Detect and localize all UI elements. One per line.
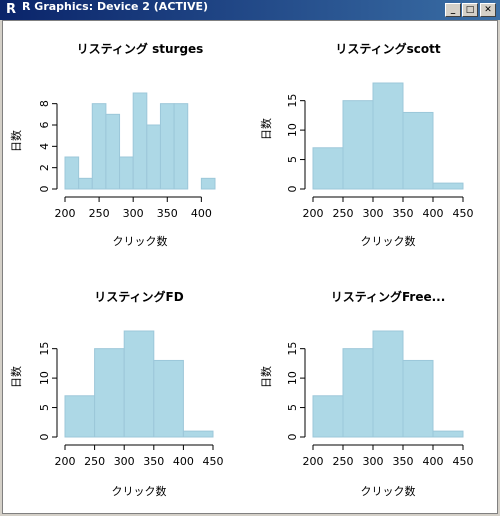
y-axis-label: 日数 bbox=[10, 130, 23, 152]
y-tick-label: 0 bbox=[286, 434, 299, 441]
x-axis-label: クリック数 bbox=[361, 235, 416, 248]
chart-title: リスティングscott bbox=[335, 41, 441, 56]
x-tick-label: 450 bbox=[453, 207, 474, 220]
x-tick-label: 350 bbox=[157, 207, 178, 220]
y-tick-label: 0 bbox=[38, 434, 51, 441]
x-tick-label: 200 bbox=[55, 207, 76, 220]
histogram-bar bbox=[105, 113, 121, 190]
histogram-bar bbox=[159, 103, 175, 190]
y-tick-label: 15 bbox=[286, 342, 299, 356]
x-tick-label: 400 bbox=[191, 207, 212, 220]
histogram-bar bbox=[119, 156, 134, 190]
histogram-bar bbox=[64, 395, 96, 438]
window-title: R Graphics: Device 2 (ACTIVE) bbox=[22, 0, 209, 13]
x-tick-label: 200 bbox=[303, 455, 324, 468]
y-axis-label: 日数 bbox=[260, 366, 273, 388]
y-tick-label: 4 bbox=[38, 143, 51, 150]
histogram-bar bbox=[372, 82, 404, 190]
y-axis-label: 日数 bbox=[260, 118, 273, 140]
x-tick-label: 400 bbox=[423, 207, 444, 220]
histogram-bar bbox=[312, 147, 344, 190]
plot-area: リスティング sturges 200 250 300 350 400 0 2 4 6 8 クリック数日… bbox=[2, 20, 498, 514]
histogram-panel-2: リスティングscott 200 250 300 350 400 450 0 5 10 15 クリック数… bbox=[260, 41, 474, 248]
minimize-button[interactable]: _ bbox=[445, 3, 461, 17]
x-tick-label: 250 bbox=[333, 207, 354, 220]
x-tick-label: 400 bbox=[173, 455, 194, 468]
x-tick-label: 250 bbox=[89, 207, 110, 220]
x-tick-label: 350 bbox=[393, 207, 414, 220]
histogram-bar bbox=[146, 124, 161, 190]
y-tick-label: 8 bbox=[38, 100, 51, 107]
histogram-bar bbox=[123, 330, 155, 438]
histogram-bar bbox=[342, 348, 374, 438]
histogram-bar bbox=[372, 330, 404, 438]
y-tick-label: 5 bbox=[38, 404, 51, 411]
histogram-bar bbox=[182, 430, 214, 438]
x-tick-label: 250 bbox=[333, 455, 354, 468]
y-axis-label: 日数 bbox=[10, 366, 23, 388]
histogram-panel-4: リスティングFree... 200 250 300 350 400 450 0 5 10 15 クリッ… bbox=[260, 289, 474, 498]
x-axis-label: クリック数 bbox=[361, 485, 416, 498]
y-tick-label: 6 bbox=[38, 122, 51, 129]
x-tick-label: 400 bbox=[423, 455, 444, 468]
y-tick-label: 0 bbox=[38, 186, 51, 193]
x-tick-label: 250 bbox=[84, 455, 105, 468]
y-tick-label: 10 bbox=[286, 123, 299, 137]
x-tick-label: 300 bbox=[123, 207, 144, 220]
x-axis-label: クリック数 bbox=[112, 485, 167, 498]
x-tick-label: 200 bbox=[55, 455, 76, 468]
x-tick-label: 300 bbox=[114, 455, 135, 468]
histogram-bar bbox=[402, 111, 434, 190]
chart-title: リスティング sturges bbox=[77, 41, 204, 56]
r-logo-icon: R bbox=[5, 2, 16, 17]
histogram-bar bbox=[91, 103, 107, 190]
histogram-panel-3: リスティングFD 200 250 300 350 400 450 0 5 10 15 クリック数 日数 bbox=[10, 289, 224, 498]
x-tick-label: 350 bbox=[393, 455, 414, 468]
histogram-bar bbox=[64, 156, 80, 190]
histogram-bar bbox=[432, 430, 464, 438]
histogram-bar bbox=[94, 348, 125, 438]
y-tick-label: 2 bbox=[38, 164, 51, 171]
x-axis-label: クリック数 bbox=[113, 235, 168, 248]
chart-title: リスティングFree... bbox=[331, 289, 446, 304]
y-tick-label: 15 bbox=[38, 342, 51, 356]
histogram-bar bbox=[173, 103, 189, 190]
x-tick-label: 200 bbox=[303, 207, 324, 220]
maximize-button[interactable]: □ bbox=[462, 3, 478, 17]
x-tick-label: 300 bbox=[363, 207, 384, 220]
y-tick-label: 15 bbox=[286, 94, 299, 108]
x-tick-label: 450 bbox=[203, 455, 224, 468]
chart-title: リスティングFD bbox=[94, 289, 183, 304]
y-tick-label: 10 bbox=[38, 371, 51, 385]
histogram-bar bbox=[200, 177, 216, 190]
y-tick-label: 0 bbox=[286, 186, 299, 193]
histogram-bar bbox=[432, 182, 464, 190]
title-bar[interactable]: R R Graphics: Device 2 (ACTIVE) _ □ ✕ bbox=[0, 0, 500, 20]
histogram-bar bbox=[312, 395, 344, 438]
histogram-panel-1: リスティング sturges 200 250 300 350 400 0 2 4 6 8 クリック数 日… bbox=[10, 41, 216, 248]
y-tick-label: 10 bbox=[286, 371, 299, 385]
histogram-bar bbox=[78, 177, 93, 190]
histogram-bar bbox=[153, 359, 184, 438]
x-tick-label: 300 bbox=[363, 455, 384, 468]
x-tick-label: 350 bbox=[143, 455, 164, 468]
x-tick-label: 450 bbox=[453, 455, 474, 468]
histogram-bar bbox=[402, 359, 434, 438]
y-tick-label: 5 bbox=[286, 156, 299, 163]
close-button[interactable]: ✕ bbox=[480, 3, 496, 17]
histogram-bar bbox=[132, 92, 148, 190]
y-tick-label: 5 bbox=[286, 404, 299, 411]
histogram-bar bbox=[342, 100, 374, 190]
